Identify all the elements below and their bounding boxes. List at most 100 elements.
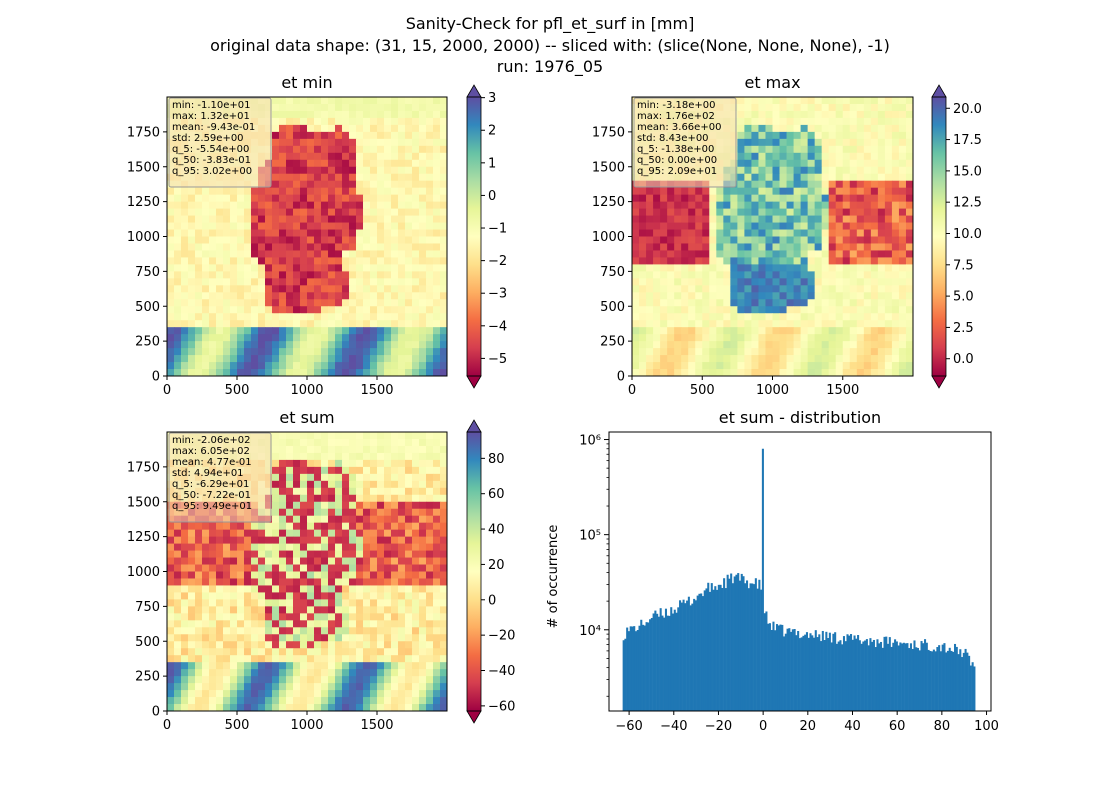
heatmap-cell [870, 131, 879, 140]
heatmap-cell [653, 229, 661, 237]
colorbar-tick-label: −40 [488, 664, 515, 679]
heatmap-cell [391, 557, 399, 565]
heatmap-cell [835, 362, 844, 370]
heatmap-cell [433, 341, 441, 349]
y-tick-label: 1750 [127, 460, 160, 475]
heatmap-cell [342, 606, 350, 614]
heatmap-cell [370, 704, 378, 712]
heatmap-cell [674, 299, 682, 307]
heatmap-cell [758, 201, 766, 210]
heatmap-cell [356, 187, 364, 196]
heatmap-cell [793, 103, 802, 112]
heatmap-cell [426, 320, 434, 328]
heatmap-cell [681, 355, 689, 363]
panel-title: et sum - distribution [719, 408, 881, 427]
heatmap-cell [405, 522, 413, 531]
heatmap-cell [349, 166, 357, 175]
heatmap-cell [877, 355, 886, 363]
heatmap-cell [688, 187, 696, 196]
heatmap-cell [898, 187, 907, 196]
heatmap-cell [321, 306, 329, 314]
heatmap-cell [167, 669, 175, 677]
heatmap-cell [688, 201, 696, 210]
heatmap-cell [349, 515, 357, 524]
heatmap-cell [209, 348, 217, 356]
heatmap-cell [646, 362, 654, 370]
heatmap-cell [363, 704, 371, 712]
heatmap-cell [877, 299, 886, 307]
heatmap-cell [786, 97, 794, 105]
heatmap-cell [188, 271, 196, 279]
heatmap-cell [342, 292, 350, 300]
heatmap-cell [342, 466, 350, 475]
heatmap-cell [709, 299, 717, 307]
heatmap-cell [870, 180, 879, 189]
heatmap-cell [307, 215, 315, 223]
heatmap-cell [174, 222, 182, 230]
heatmap-cell [828, 138, 837, 147]
heatmap-cell [293, 145, 301, 154]
heatmap-cell [237, 571, 245, 579]
heatmap-cell [342, 208, 350, 216]
heatmap-cell [398, 543, 406, 551]
heatmap-cell [251, 215, 259, 223]
heatmap-cell [440, 327, 448, 335]
heatmap-cell [237, 634, 245, 642]
heatmap-cell [342, 648, 350, 656]
heatmap-cell [349, 445, 357, 454]
heatmap-cell [167, 557, 175, 565]
heatmap-cell [639, 313, 647, 321]
heatmap-cell [370, 634, 378, 642]
heatmap-cell [639, 327, 647, 335]
heatmap-cell [440, 117, 448, 126]
heatmap-cell [209, 529, 217, 538]
heatmap-cell [279, 103, 287, 112]
heatmap-cell [412, 229, 420, 237]
heatmap-cell [321, 704, 329, 712]
heatmap-cell [202, 592, 210, 600]
heatmap-cell [181, 690, 189, 698]
heatmap-cell [335, 655, 343, 663]
heatmap-cell [321, 285, 329, 293]
heatmap-cell [419, 669, 427, 677]
heatmap-cell [849, 264, 858, 272]
heatmap-cell [905, 152, 914, 161]
heatmap-cell [737, 334, 745, 342]
heatmap-cell [265, 222, 273, 230]
heatmap-cell [328, 578, 336, 586]
heatmap-cell [293, 229, 301, 237]
heatmap-cell [230, 662, 238, 670]
heatmap-cell [314, 320, 322, 328]
heatmap-cell [842, 97, 851, 105]
heatmap-cell [370, 599, 378, 607]
heatmap-cell [293, 348, 301, 356]
heatmap-cell [772, 341, 780, 349]
heatmap-cell [244, 327, 252, 335]
heatmap-cell [856, 236, 865, 244]
heatmap-cell [384, 152, 392, 161]
heatmap-cell [370, 452, 378, 461]
heatmap-cell [202, 341, 210, 349]
heatmap-cell [356, 480, 364, 489]
heatmap-cell [258, 334, 266, 342]
colorbar-tick-label: 2.5 [953, 321, 974, 336]
heatmap-cell [265, 257, 273, 265]
heatmap-cell [356, 494, 364, 503]
heatmap-cell [898, 208, 907, 216]
heatmap-cell [349, 124, 357, 133]
heatmap-cell [209, 620, 217, 628]
heatmap-cell [174, 306, 182, 314]
heatmap-cell [349, 362, 357, 370]
heatmap-cell [856, 145, 865, 154]
heatmap-cell [807, 152, 816, 161]
heatmap-cell [384, 264, 392, 272]
heatmap-cell [342, 145, 350, 154]
heatmap-cell [377, 159, 385, 168]
heatmap-cell [807, 299, 816, 307]
heatmap-cell [251, 564, 259, 572]
heatmap-cell [772, 138, 780, 147]
heatmap-cell [723, 236, 731, 244]
heatmap-cell [772, 334, 780, 342]
heatmap-cell [174, 257, 182, 265]
heatmap-cell [279, 236, 287, 244]
